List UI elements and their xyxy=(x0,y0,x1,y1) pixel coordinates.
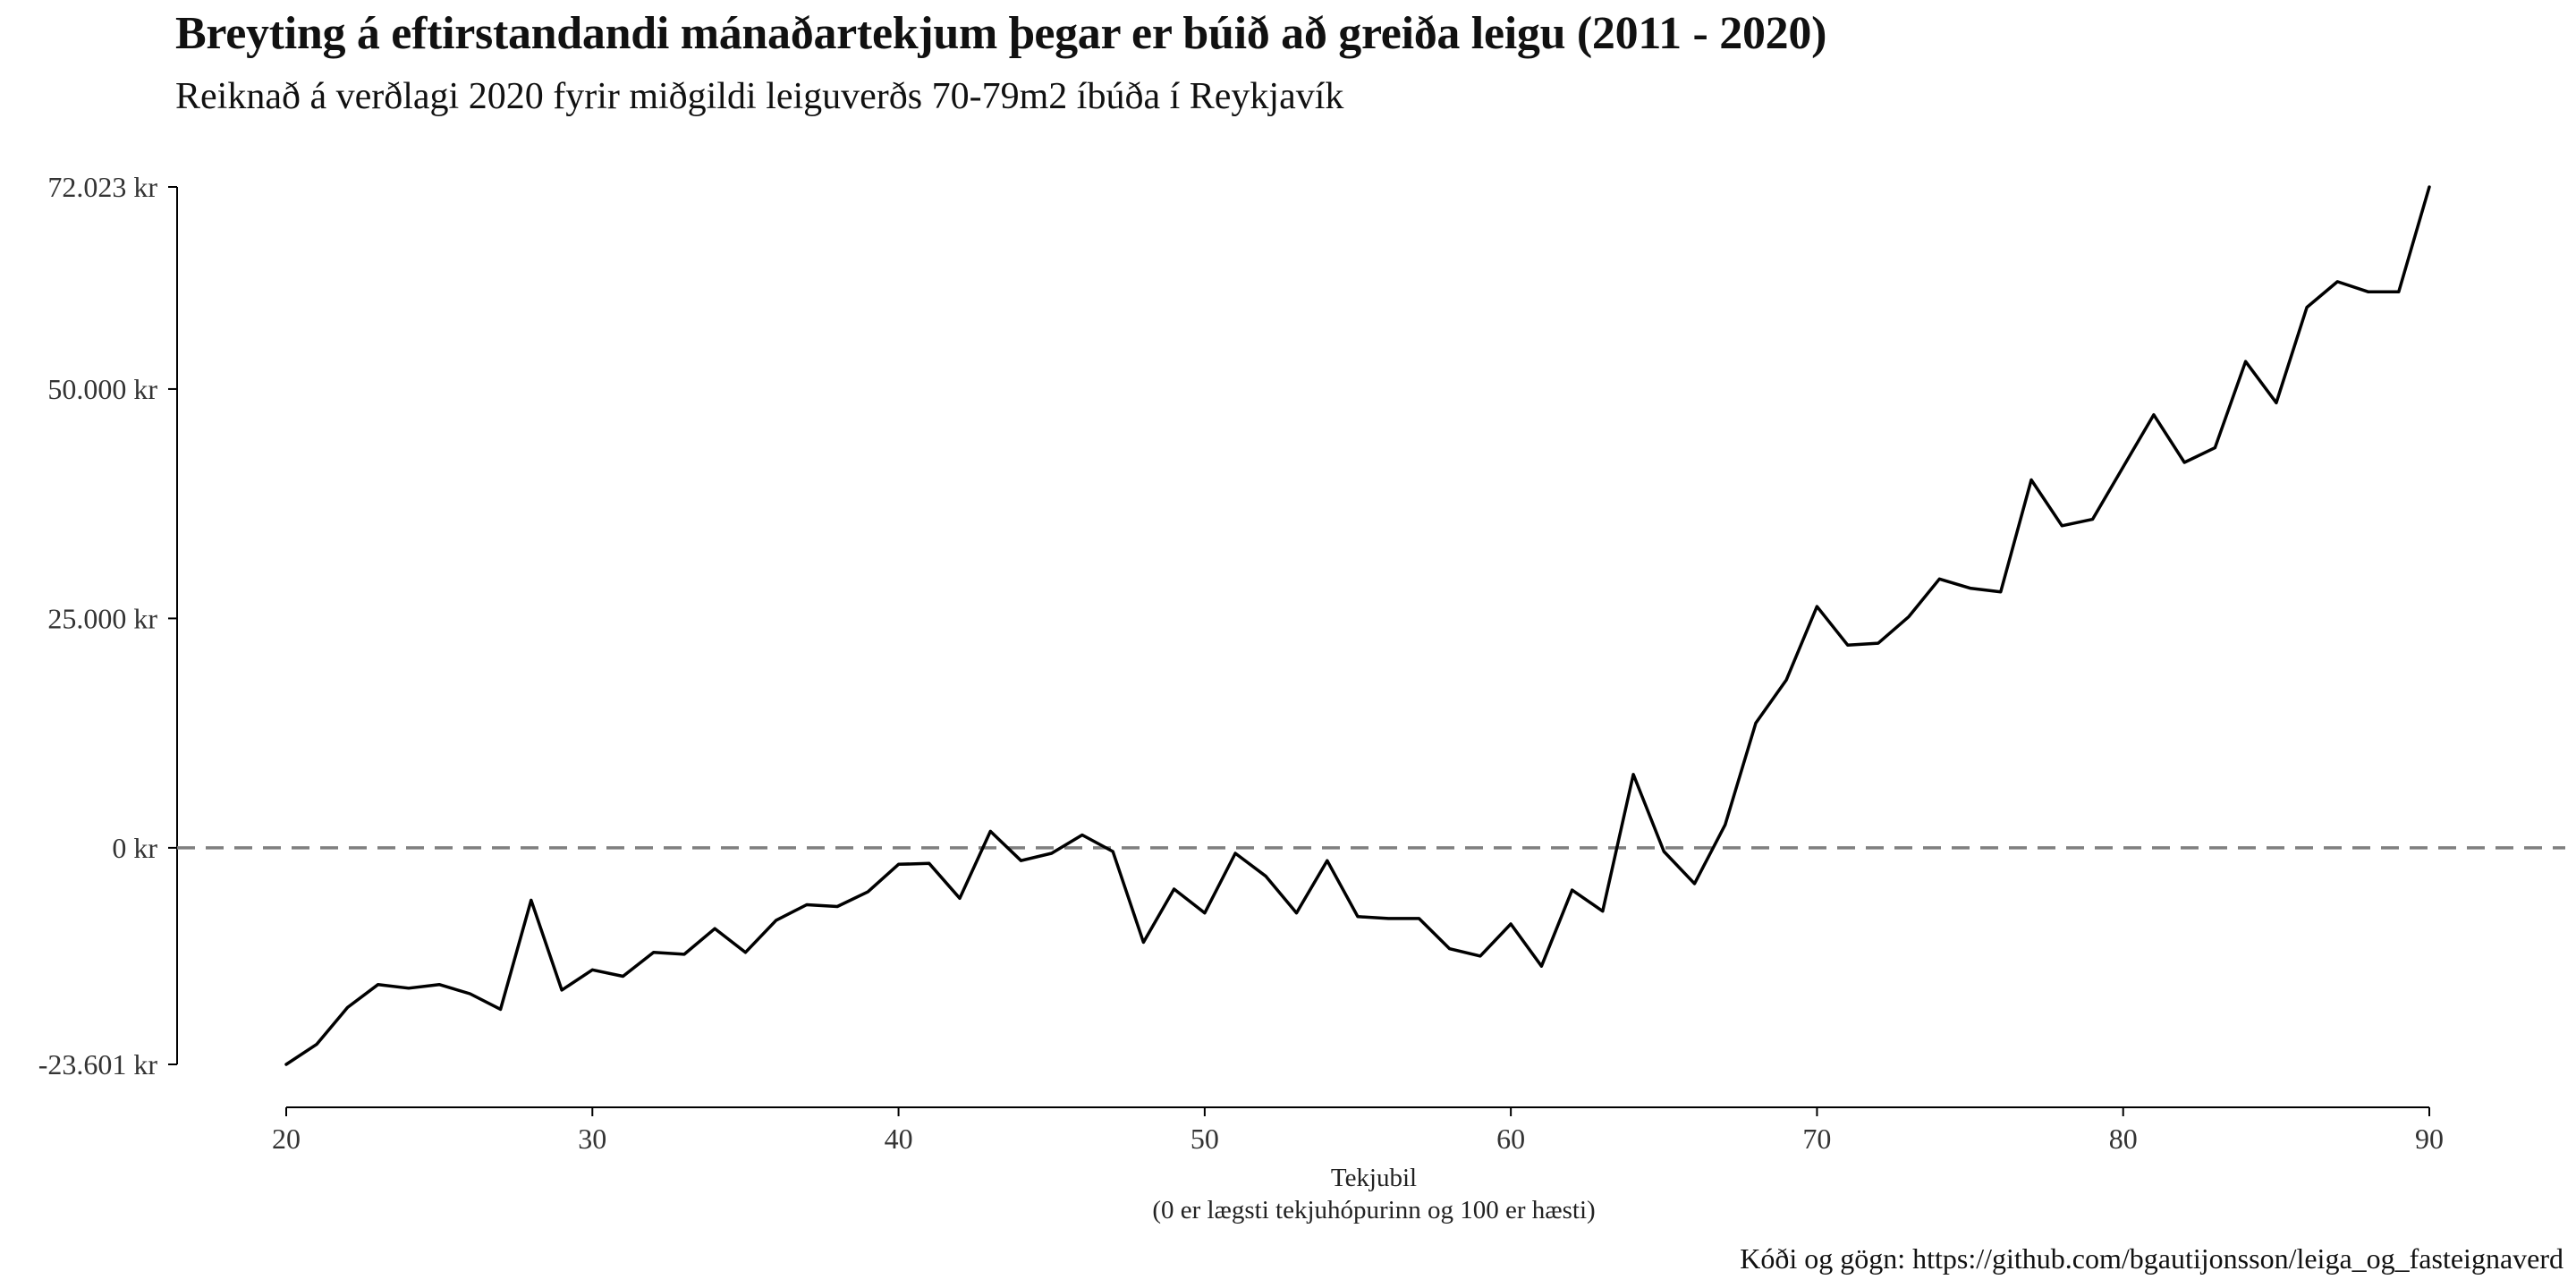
y-tick-label: -23.601 kr xyxy=(38,1048,158,1080)
x-tick-label: 30 xyxy=(578,1123,606,1155)
x-tick-label: 80 xyxy=(2109,1123,2138,1155)
chart-subtitle: Reiknað á verðlagi 2020 fyrir miðgildi l… xyxy=(175,76,1344,117)
y-tick-label: 72.023 kr xyxy=(47,171,157,203)
x-axis-title: Tekjubil xyxy=(1331,1164,1417,1192)
x-tick-label: 40 xyxy=(885,1123,913,1155)
chart-title: Breyting á eftirstandandi mánaðartekjum … xyxy=(175,8,1827,59)
x-tick-label: 70 xyxy=(1802,1123,1831,1155)
axes: -23.601 kr 0 kr 25.000 kr 50.000 kr 72.023 k… xyxy=(38,171,2444,1155)
x-tick-label: 50 xyxy=(1191,1123,1219,1155)
x-tick-label: 90 xyxy=(2415,1123,2444,1155)
y-tick-label: 50.000 kr xyxy=(47,373,157,405)
series-line xyxy=(284,185,2431,1066)
x-tick-label: 20 xyxy=(272,1123,301,1155)
y-tick-label: 0 kr xyxy=(112,832,157,864)
x-axis-note: (0 er lægsti tekjuhópurinn og 100 er hæs… xyxy=(1152,1196,1595,1224)
y-tick-label: 25.000 kr xyxy=(47,602,157,634)
x-tick-label: 60 xyxy=(1496,1123,1525,1155)
source-caption: Kóði og gögn: https://github.com/bgautij… xyxy=(1740,1242,2563,1275)
series-layer xyxy=(284,185,2431,1066)
